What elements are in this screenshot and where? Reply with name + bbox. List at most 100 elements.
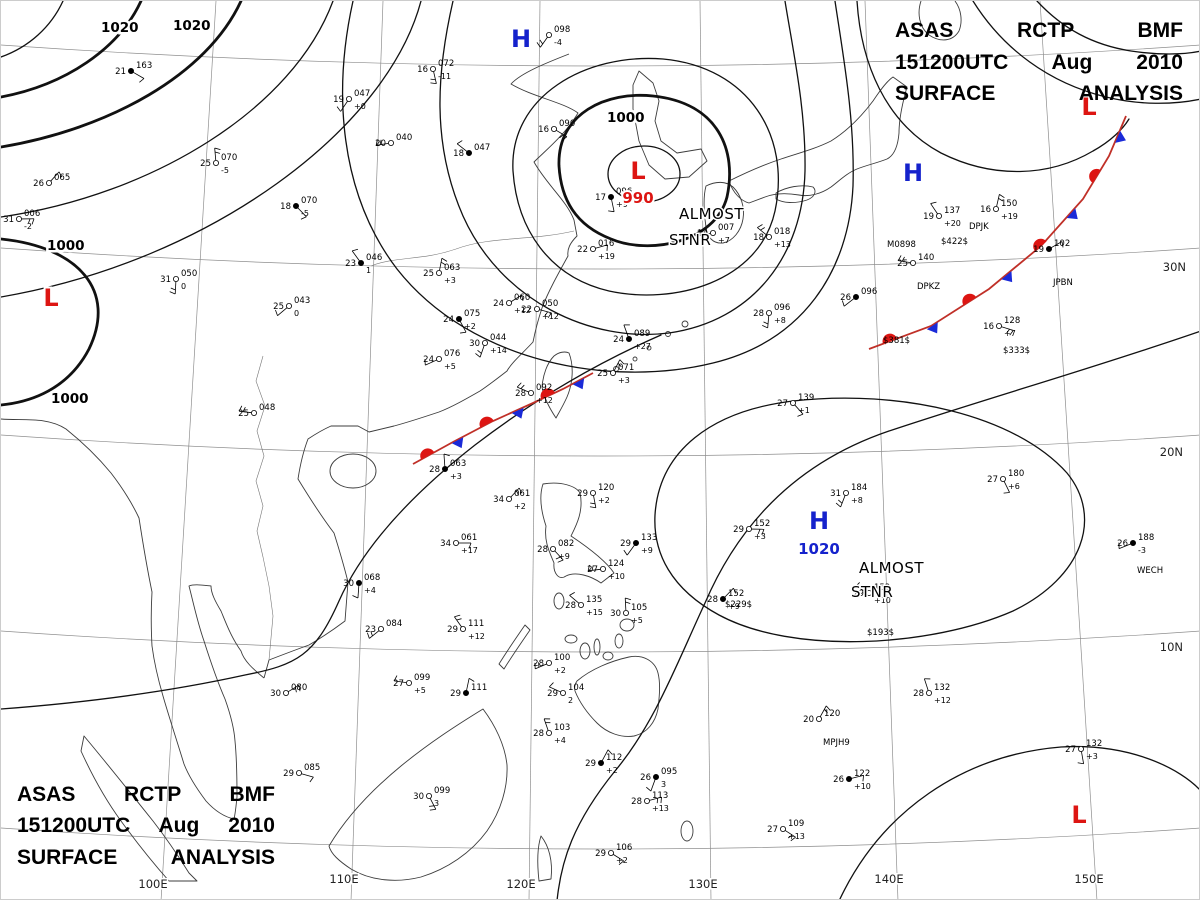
coastline-ryukyu (632, 356, 638, 362)
wind-barb (784, 830, 796, 838)
station-tendency: +4 (554, 736, 566, 745)
station-plot: 23 084 (365, 619, 402, 639)
station-temperature: 30 (270, 689, 281, 699)
station-circle (481, 339, 488, 346)
coastline-borneo (328, 708, 508, 881)
station-pressure: 050 (181, 269, 197, 279)
longitude-label: 140E (874, 872, 903, 886)
chart-title-line: SURFACE ANALYSIS (17, 845, 275, 869)
wind-barb (767, 315, 770, 328)
station-tendency: +0 (354, 102, 366, 111)
station-temperature: 28 (913, 689, 924, 699)
wind-barb-tick (646, 786, 652, 792)
station-tendency: +3 (450, 472, 462, 481)
front-line (412, 372, 594, 465)
wind-barb-tick (762, 325, 768, 329)
station-pressure: 006 (24, 209, 40, 219)
axis-labels-layer: 30N 20N 10N 100E 110E 120E 130E 140E 150E (137, 259, 1188, 893)
wind-barb (724, 587, 734, 598)
station-pressure: 047 (474, 143, 490, 153)
river-mekong (255, 355, 274, 661)
station-tendency: +13 (788, 832, 805, 841)
station-tendency: +9 (616, 200, 628, 209)
station-tendency: +10 (874, 596, 891, 605)
wind-barb (698, 232, 711, 236)
station-circle (578, 602, 585, 609)
station-tendency: +14 (490, 346, 507, 355)
isobar-line (1, 1, 64, 58)
station-pressure: 070 (301, 196, 317, 206)
station-temperature: 18 (280, 202, 291, 212)
wind-barb-tick (536, 42, 541, 48)
coastline-mindanao (574, 655, 661, 737)
station-pressure: 124 (608, 559, 624, 569)
station-tendency: +3 (444, 276, 456, 285)
isobar-value-label: 1020 (173, 18, 211, 34)
station-tendency: -3 (1138, 546, 1146, 555)
station-circle (910, 259, 917, 266)
isobar-line-1000 (1, 237, 100, 407)
warm-front-symbol (479, 416, 494, 428)
station-circle (295, 770, 302, 777)
station-plot: 27 139 +1 (777, 393, 814, 417)
station-tendency: 2 (568, 696, 573, 705)
wind-barb (794, 404, 804, 415)
station-pressure: 113 (652, 791, 668, 801)
station-temperature: 25 (423, 269, 434, 279)
station-tendency: -4 (554, 38, 562, 47)
wind-barb-tick (999, 194, 1005, 198)
wind-barb-tick (393, 675, 398, 682)
wind-barb (357, 585, 360, 598)
station-pressure: 076 (444, 349, 460, 359)
station-tendency: +5 (444, 362, 456, 371)
station-circle (608, 193, 615, 200)
station-pressure: 016 (598, 239, 614, 249)
wind-barb-tick (835, 502, 841, 508)
wind-barb-tick (275, 309, 278, 316)
cold-front-symbol (451, 437, 464, 449)
chart-title-line: ASAS RCTP BMF (895, 19, 1183, 42)
station-pressure: 120 (824, 709, 840, 719)
station-pressure: 163 (136, 61, 152, 71)
coastline-china-vietnam (263, 53, 579, 679)
station-circle (1046, 245, 1053, 252)
chart-title-bottom-left: ASAS RCTP BMF 151200UTC Aug 2010 SURFACE… (17, 779, 275, 874)
wind-barb (540, 36, 548, 48)
station-plot: 20 040 (375, 133, 412, 149)
station-temperature: 28 (565, 601, 576, 611)
station-plot: 25 048 (238, 403, 275, 419)
wind-barb-tick (608, 210, 615, 213)
wind-barb (554, 550, 564, 561)
station-circle (1130, 540, 1137, 547)
station-plot: 27 124 +10 (587, 559, 625, 581)
station-plot: 19 102 (1033, 239, 1070, 255)
station-circle (425, 793, 432, 800)
station-plot: 26 122 +10 (833, 769, 871, 791)
station-pressure: 046 (366, 253, 382, 263)
station-pressure: 139 (798, 393, 814, 403)
station-plot: 34 061 +17 (440, 533, 478, 555)
station-temperature: 29 (283, 769, 294, 779)
wind-barb (843, 298, 855, 307)
coastline-visayas (579, 642, 591, 660)
station-tendency: +12 (542, 312, 559, 321)
station-plot: 31 050 0 (160, 269, 197, 295)
station-tendency: +7 (1004, 329, 1016, 338)
station-pressure: 140 (918, 253, 934, 263)
wind-barb (588, 568, 601, 572)
station-plot: 28 100 +2 (533, 653, 570, 675)
station-plot: 30 068 +4 (343, 573, 380, 599)
station-plot: 24 060 +12 (493, 293, 531, 315)
station-temperature: 28 (533, 729, 544, 739)
wind-barb-tick (757, 224, 763, 228)
wind-barb (466, 678, 470, 691)
station-temperature: 29 (577, 489, 588, 499)
station-pressure: 040 (396, 133, 412, 143)
station-temperature: 27 (767, 825, 778, 835)
station-circle (560, 690, 567, 697)
wind-barb (1118, 543, 1131, 549)
station-plot: 26 065 (33, 171, 70, 189)
station-circle (653, 774, 660, 781)
